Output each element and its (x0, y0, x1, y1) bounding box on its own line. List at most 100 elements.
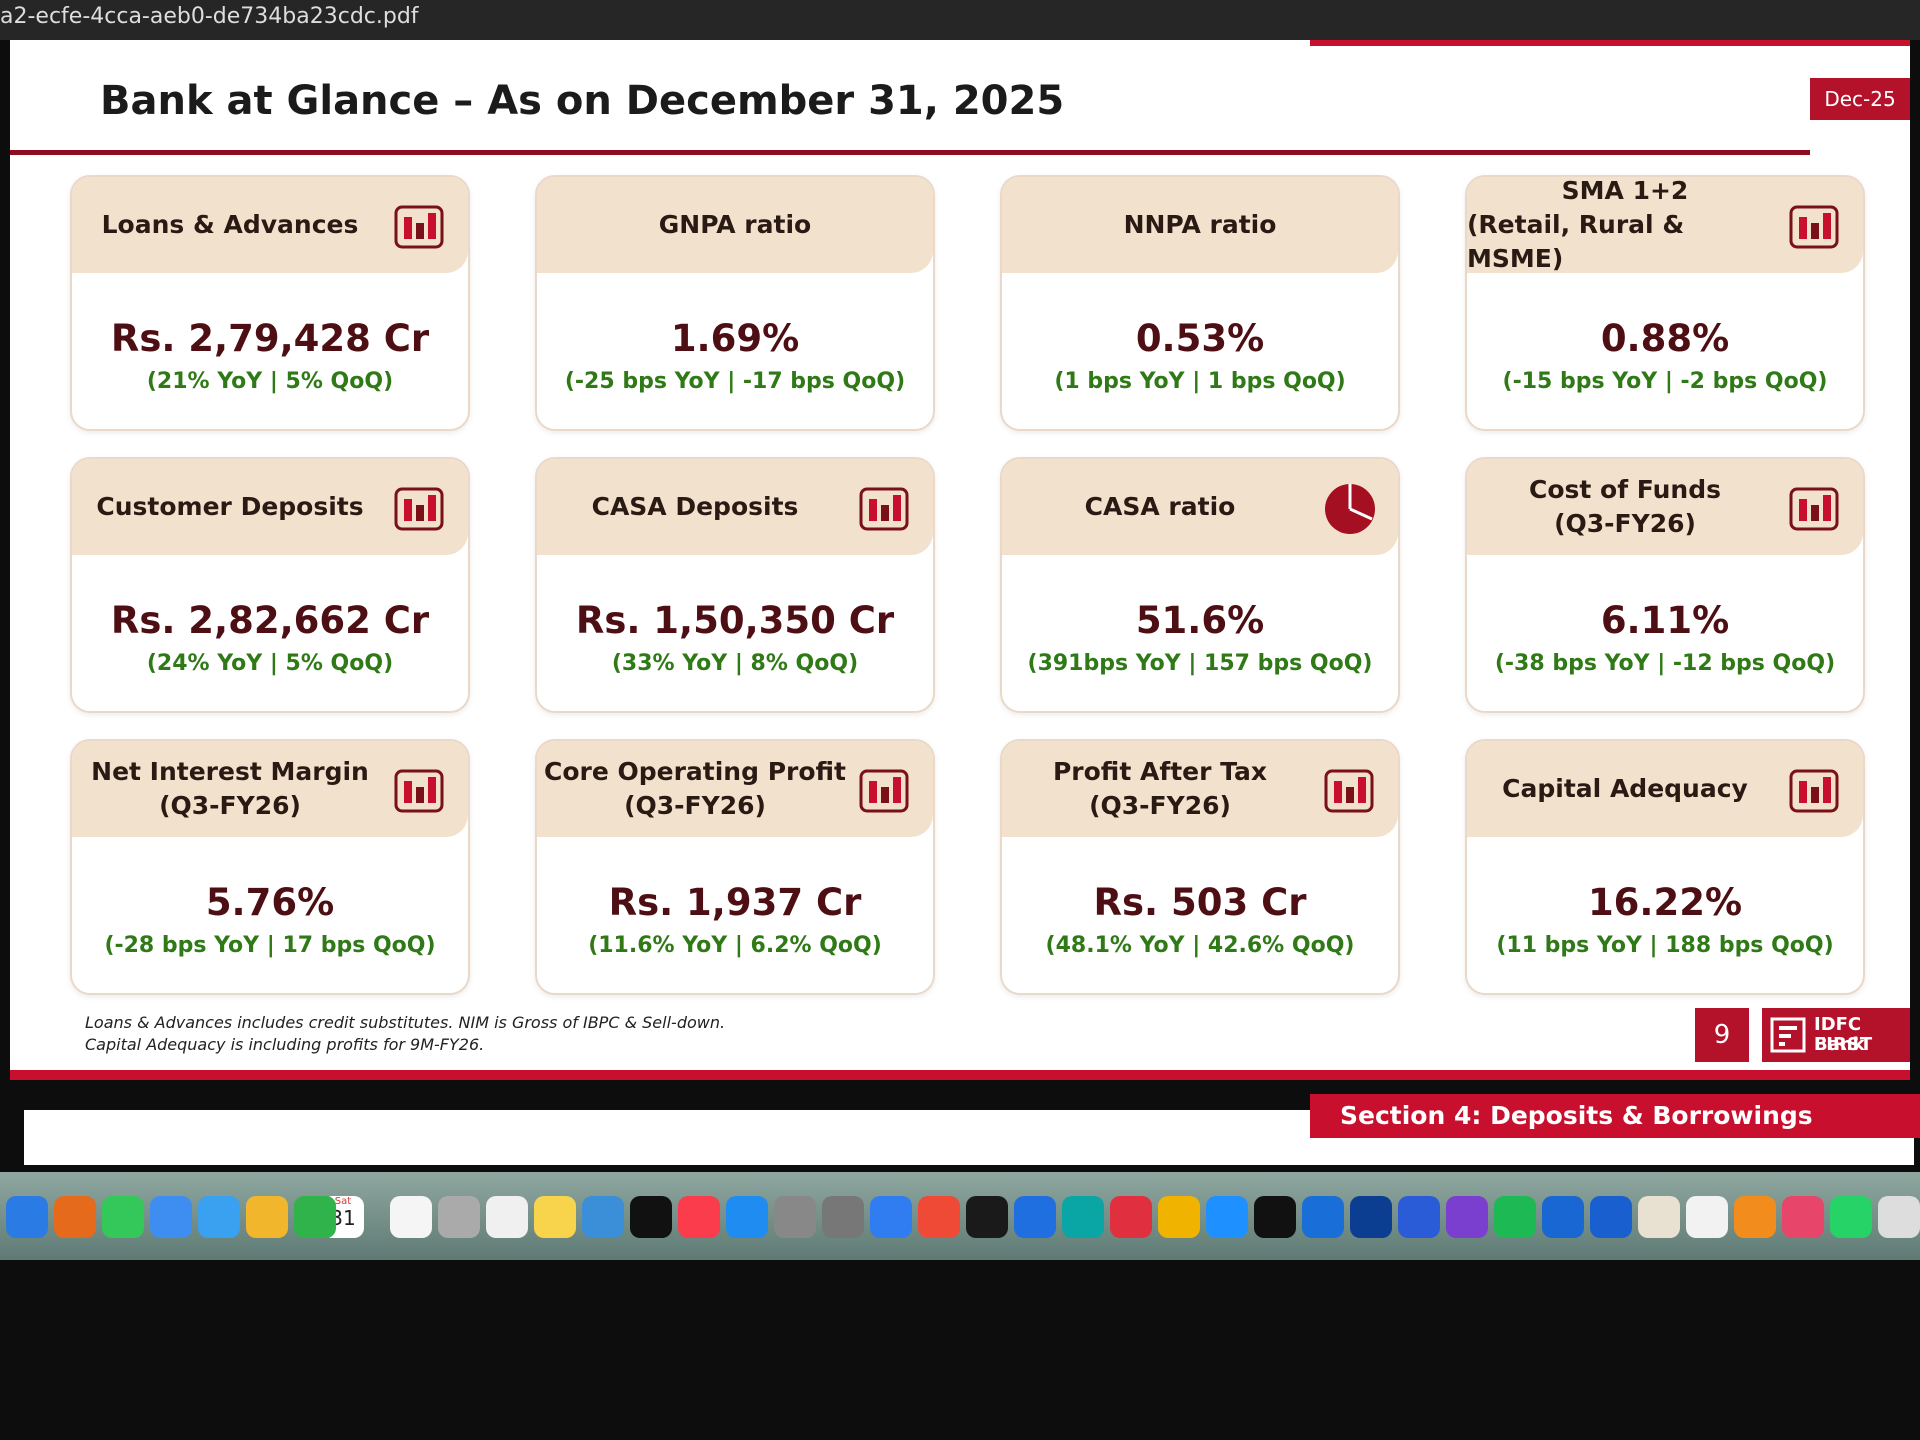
card-label: SMA 1+2 (1561, 176, 1689, 205)
card-value: 6.11% (1600, 599, 1730, 642)
dock-app-icon[interactable] (486, 1196, 528, 1238)
card-value: 51.6% (1135, 599, 1265, 642)
kpi-card: Cost of Funds (Q3-FY26) 6.11% (-38 bps YoY … (1465, 457, 1865, 713)
card-label: Loans & Advances (101, 210, 359, 239)
dock (0, 1172, 1920, 1260)
dock-app-icon[interactable] (6, 1196, 48, 1238)
bottom-rule (10, 1070, 1910, 1080)
card-change: (-28 bps YoY | 17 bps QoQ) (104, 933, 436, 958)
accent-rule (1310, 40, 1910, 46)
dock-app-icon[interactable] (726, 1196, 768, 1238)
card-label: Customer Deposits (96, 492, 364, 521)
card-change: (11.6% YoY | 6.2% QoQ) (588, 933, 882, 958)
dock-app-icon[interactable] (534, 1196, 576, 1238)
calendar-day: 31 (330, 1206, 356, 1230)
dock-app-icon[interactable] (966, 1196, 1008, 1238)
card-icon (1789, 205, 1839, 249)
dock-app-icon[interactable] (918, 1196, 960, 1238)
dock-app-icon[interactable] (1158, 1196, 1200, 1238)
footnote: Capital Adequacy is including profits fo… (85, 1035, 485, 1054)
card-icon (859, 769, 909, 813)
dock-app-icon[interactable] (1830, 1196, 1872, 1238)
section-banner: Section 4: Deposits & Borrowings (1310, 1094, 1920, 1138)
card-icon (1789, 487, 1839, 531)
dock-app-icon[interactable] (1590, 1196, 1632, 1238)
kpi-card: CASA Deposits Rs. 1,50,350 Cr (33% YoY | 8… (535, 457, 935, 713)
card-change: (-38 bps YoY | -12 bps QoQ) (1494, 651, 1836, 676)
dock-app-icon[interactable] (1446, 1196, 1488, 1238)
dock-app-icon[interactable] (822, 1196, 864, 1238)
dock-app-icon[interactable] (390, 1196, 432, 1238)
card-icon (859, 487, 909, 531)
card-header: Customer Deposits (72, 459, 468, 555)
card-label: GNPA ratio (658, 210, 812, 239)
card-value: Rs. 1,50,350 Cr (575, 599, 895, 642)
dock-app-icon[interactable] (582, 1196, 624, 1238)
card-label: Cost of Funds (1528, 475, 1722, 504)
dock-app-icon[interactable] (1350, 1196, 1392, 1238)
card-header: Profit After Tax (Q3-FY26) (1002, 741, 1398, 837)
dock-app-icon[interactable] (1014, 1196, 1056, 1238)
card-label: (Q3-FY26) (1554, 509, 1696, 538)
dock-app-icon[interactable] (1206, 1196, 1248, 1238)
dock-app-icon[interactable] (1398, 1196, 1440, 1238)
dock-app-icon[interactable] (1110, 1196, 1152, 1238)
slide-title: Bank at Glance – As on December 31, 2025 (100, 78, 1065, 124)
card-value: Rs. 2,82,662 Cr (110, 599, 430, 642)
dock-app-icon[interactable] (294, 1196, 336, 1238)
card-value: Rs. 503 Cr (1093, 881, 1307, 924)
card-header: SMA 1+2 (Retail, Rural & MSME) (1467, 177, 1863, 273)
card-change: (24% YoY | 5% QoQ) (146, 651, 394, 676)
kpi-card: GNPA ratio 1.69% (-25 bps YoY | -17 bps Qo… (535, 175, 935, 431)
card-value: 5.76% (205, 881, 335, 924)
dock-app-icon[interactable] (150, 1196, 192, 1238)
card-label: CASA ratio (1084, 492, 1236, 521)
kpi-card: Loans & Advances Rs. 2,79,428 Cr (21% YoY … (70, 175, 470, 431)
card-header: CASA Deposits (537, 459, 933, 555)
card-header: Capital Adequacy (1467, 741, 1863, 837)
calendar-weekday: Sat (334, 1196, 352, 1207)
dock-app-icon[interactable] (246, 1196, 288, 1238)
card-change: (1 bps YoY | 1 bps QoQ) (1054, 369, 1346, 394)
dock-app-icon[interactable] (198, 1196, 240, 1238)
dock-app-icon[interactable] (1782, 1196, 1824, 1238)
kpi-card: CASA ratio 51.6% (391bps YoY | 157 bps QoQ… (1000, 457, 1400, 713)
dock-app-icon[interactable] (1062, 1196, 1104, 1238)
dock-app-icon[interactable] (438, 1196, 480, 1238)
card-change: (-15 bps YoY | -2 bps QoQ) (1502, 369, 1828, 394)
dock-app-icon[interactable] (1638, 1196, 1680, 1238)
card-header: Cost of Funds (Q3-FY26) (1467, 459, 1863, 555)
dock-app-icon[interactable] (1686, 1196, 1728, 1238)
kpi-card: SMA 1+2 (Retail, Rural & MSME) 0.88% (-15 b… (1465, 175, 1865, 431)
dock-app-icon[interactable] (1542, 1196, 1584, 1238)
card-header: Core Operating Profit (Q3-FY26) (537, 741, 933, 837)
kpi-card: NNPA ratio 0.53% (1 bps YoY | 1 bps QoQ) (1000, 175, 1400, 431)
dock-app-icon[interactable] (1494, 1196, 1536, 1238)
card-label: Net Interest Margin (91, 757, 369, 786)
card-label: Profit After Tax (1052, 757, 1267, 786)
dock-app-icon[interactable] (774, 1196, 816, 1238)
logo-text: Bank (1814, 1034, 1865, 1055)
card-change: (-25 bps YoY | -17 bps QoQ) (564, 369, 906, 394)
kpi-card: Net Interest Margin (Q3-FY26) 5.76% (-28 bp… (70, 739, 470, 995)
dock-app-icon[interactable] (870, 1196, 912, 1238)
dock-app-icon[interactable] (1302, 1196, 1344, 1238)
title-rule (10, 150, 1810, 155)
card-icon (1324, 769, 1374, 813)
card-value: 0.53% (1135, 317, 1265, 360)
dock-app-icon[interactable] (1734, 1196, 1776, 1238)
date-tag: Dec-25 (1810, 78, 1910, 120)
dock-app-icon[interactable] (1254, 1196, 1296, 1238)
dock-app-icon[interactable] (54, 1196, 96, 1238)
dock-app-icon[interactable] (102, 1196, 144, 1238)
card-icon (394, 205, 444, 249)
logo-text: IDFC FIRST (1814, 1014, 1873, 1055)
card-label: (Retail, Rural & MSME) (1467, 210, 1685, 273)
card-header: Loans & Advances (72, 177, 468, 273)
kpi-card: Customer Deposits Rs. 2,82,662 Cr (24% YoY… (70, 457, 470, 713)
dock-app-icon[interactable] (1878, 1196, 1920, 1238)
card-icon (1325, 484, 1375, 534)
dock-app-icon[interactable] (678, 1196, 720, 1238)
dock-app-icon[interactable] (630, 1196, 672, 1238)
